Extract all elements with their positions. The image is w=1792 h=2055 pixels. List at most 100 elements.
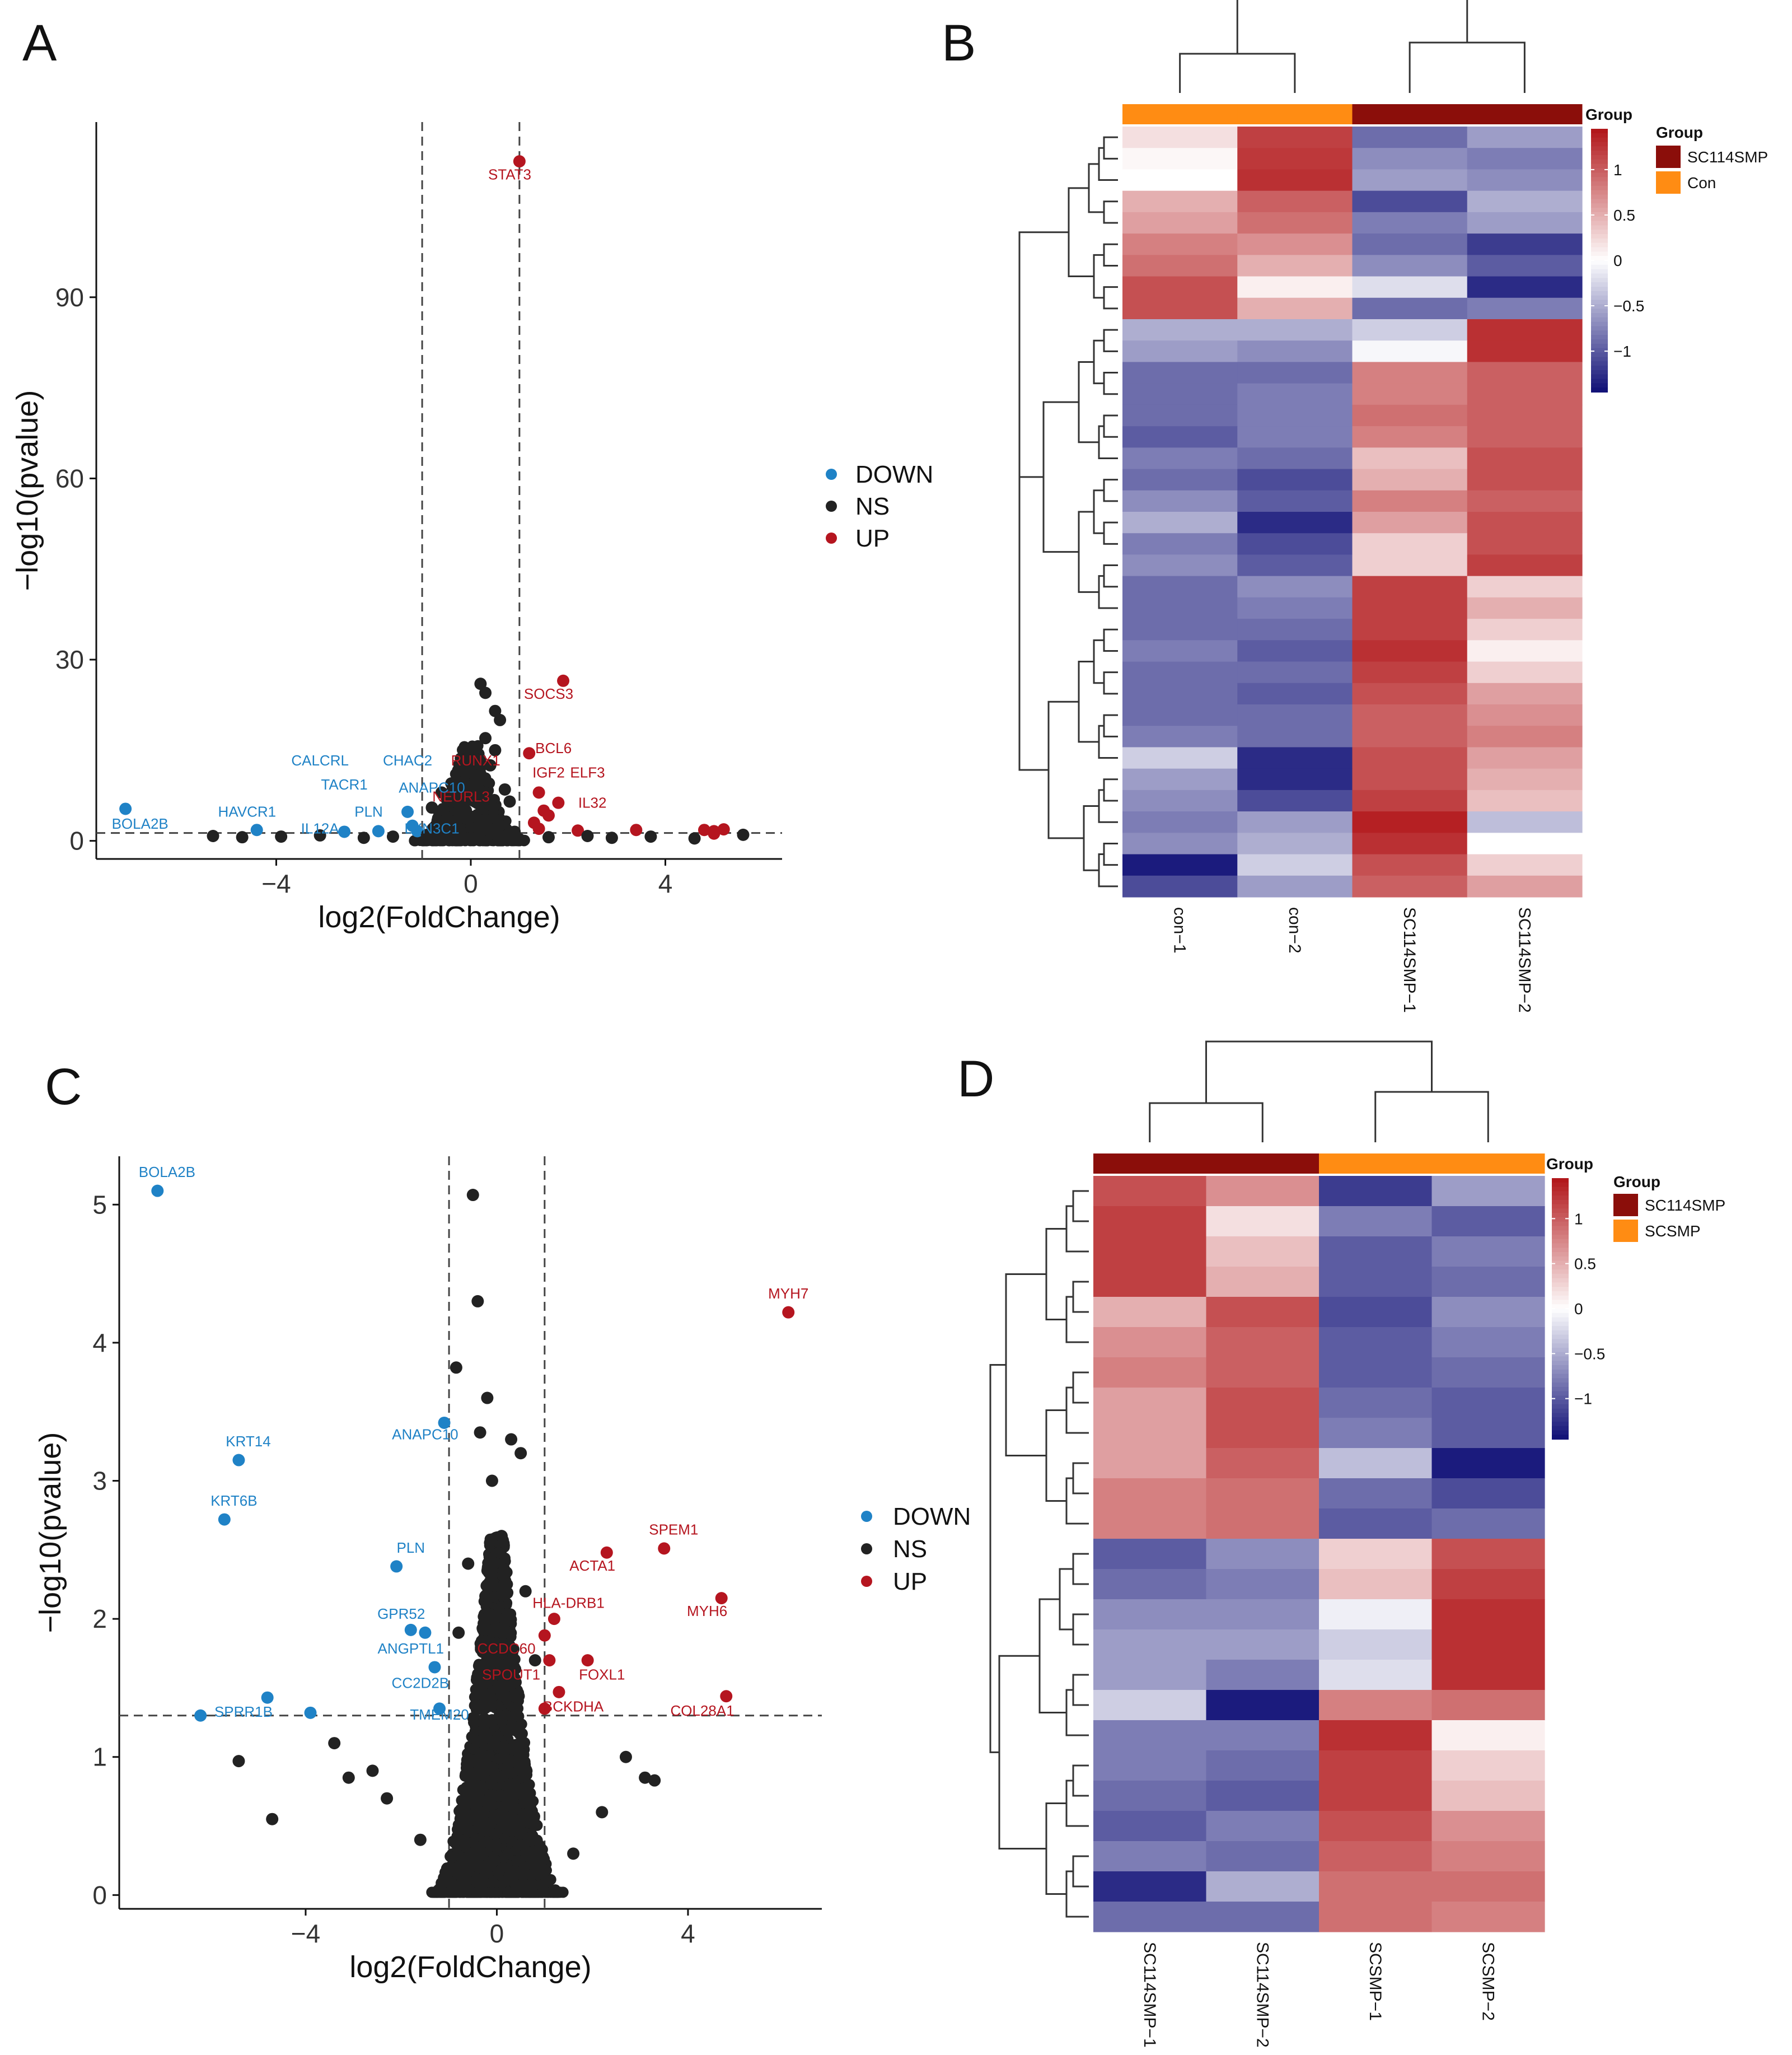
colorscale-step: [1591, 339, 1608, 344]
ns-cloud-point: [532, 1869, 544, 1880]
dendrogram-branch: [1409, 41, 1526, 93]
heatmap-cell: [1093, 1599, 1207, 1630]
heatmap-cell: [1431, 1811, 1545, 1842]
dendrogram-branch: [1065, 1870, 1089, 1918]
dendrogram-branch: [1098, 425, 1118, 459]
heatmap-cell: [1122, 640, 1238, 662]
data-point-up: [782, 1306, 795, 1319]
gene-label: HLA-DRB1: [532, 1594, 605, 1611]
colorscale-step: [1591, 383, 1608, 389]
colorscale-step: [1591, 330, 1608, 336]
ns-cloud-point: [500, 1811, 512, 1823]
data-point-up: [572, 824, 584, 837]
heatmap-cell: [1122, 833, 1238, 855]
colorscale-step: [1552, 1378, 1569, 1384]
colorscale-step: [1591, 251, 1608, 257]
heatmap-cell: [1122, 768, 1238, 791]
group-annotation-cell: [1206, 1153, 1320, 1174]
dendrogram-branch: [1098, 789, 1118, 823]
data-point-ns: [236, 831, 249, 844]
data-point-ns: [494, 713, 507, 726]
colorscale-step: [1552, 1374, 1569, 1379]
y-tick-label: 2: [92, 1604, 107, 1633]
ns-cloud-point: [471, 1703, 483, 1715]
heatmap-cell: [1467, 190, 1583, 213]
heatmap-cell: [1093, 1539, 1207, 1570]
heatmap-cell: [1206, 1720, 1320, 1751]
colorscale-step: [1591, 177, 1608, 182]
ns-cloud-point: [496, 1715, 508, 1727]
gene-label: CALCRL: [291, 752, 349, 769]
ns-cloud-point: [472, 1668, 484, 1680]
data-point-up: [532, 823, 545, 835]
heatmap-cell: [1122, 319, 1238, 341]
colorscale-step: [1591, 291, 1608, 296]
colorscale-step: [1552, 1195, 1569, 1201]
dendrogram-branch: [1083, 805, 1099, 871]
heatmap-cell: [1206, 1902, 1320, 1932]
group-swatch-scsmp: [1613, 1220, 1638, 1242]
group-swatch-con: [1656, 171, 1681, 194]
ns-cloud-point: [481, 1825, 493, 1837]
dendrogram-branch: [1179, 53, 1296, 93]
colorscale-step: [1591, 172, 1608, 178]
heatmap-cell: [1319, 1236, 1433, 1267]
colorscale-step: [1591, 230, 1608, 235]
gene-label: PLN: [354, 803, 383, 820]
gene-label: MYH7: [768, 1285, 808, 1302]
colorscale-step: [1552, 1243, 1569, 1249]
ns-cloud-point: [469, 1726, 481, 1738]
colorscale-step: [1552, 1334, 1569, 1340]
heatmap-cell: [1467, 640, 1583, 662]
heatmap-cell: [1122, 297, 1238, 320]
colorscale: 1 0.5 0 −0.5 −1: [1552, 1178, 1605, 1440]
heatmap-cell: [1093, 1478, 1207, 1509]
ns-cloud-point: [474, 1886, 486, 1898]
heatmap-cell: [1319, 1539, 1433, 1570]
heatmap-cell: [1431, 1569, 1545, 1600]
data-point-ns: [314, 829, 326, 842]
heatmap-cell: [1319, 1841, 1433, 1872]
ns-cloud-point: [479, 1695, 491, 1707]
dendrogram-branch: [1018, 231, 1069, 624]
heatmap-cell: [1319, 1478, 1433, 1509]
colorscale-title: Group: [1585, 106, 1632, 123]
heatmap-cell: [1237, 169, 1353, 192]
colorscale-step: [1591, 278, 1608, 283]
data-point-up: [552, 796, 565, 809]
ns-cloud-point: [471, 1795, 483, 1807]
ns-cloud-point: [451, 1824, 463, 1836]
heatmap-cell: [1206, 1811, 1320, 1842]
colorscale-step: [1552, 1295, 1569, 1301]
gene-label: BOLA2B: [139, 1164, 195, 1180]
y-tick-label: 60: [55, 464, 84, 493]
ns-cloud-point: [504, 1640, 516, 1651]
colorscale-step: [1591, 151, 1608, 156]
heatmap-cell: [1319, 1388, 1433, 1418]
dendrogram-branch: [1045, 1802, 1066, 1895]
heatmap-cell: [1237, 704, 1353, 726]
colorscale-step: [1591, 335, 1608, 340]
ns-cloud-point: [466, 1825, 478, 1837]
ns-cloud-point: [480, 1612, 492, 1624]
data-point-ns: [505, 1433, 518, 1446]
x-tick-label: −4: [261, 869, 291, 898]
gene-label: KRT6B: [210, 1492, 257, 1509]
colorscale-step: [1591, 256, 1608, 261]
data-point-ns: [420, 828, 433, 841]
heatmap-cell: [1122, 533, 1238, 555]
gene-label: SPEM1: [649, 1521, 698, 1538]
colorscale-tick-label: −1: [1613, 343, 1631, 360]
data-point-ns: [414, 1833, 427, 1846]
heatmap-cell: [1467, 597, 1583, 619]
ns-cloud-point: [493, 1753, 505, 1765]
legend-up-swatch: [826, 533, 837, 544]
heatmap-cell: [1352, 875, 1468, 898]
heatmap-cell: [1093, 1660, 1207, 1690]
ns-cloud-point: [456, 1874, 468, 1885]
colorscale-step: [1552, 1213, 1569, 1218]
heatmap-cell: [1237, 447, 1353, 470]
colorscale-step: [1591, 194, 1608, 200]
heatmap-cell: [1237, 533, 1353, 555]
data-point-ns: [648, 1774, 661, 1787]
